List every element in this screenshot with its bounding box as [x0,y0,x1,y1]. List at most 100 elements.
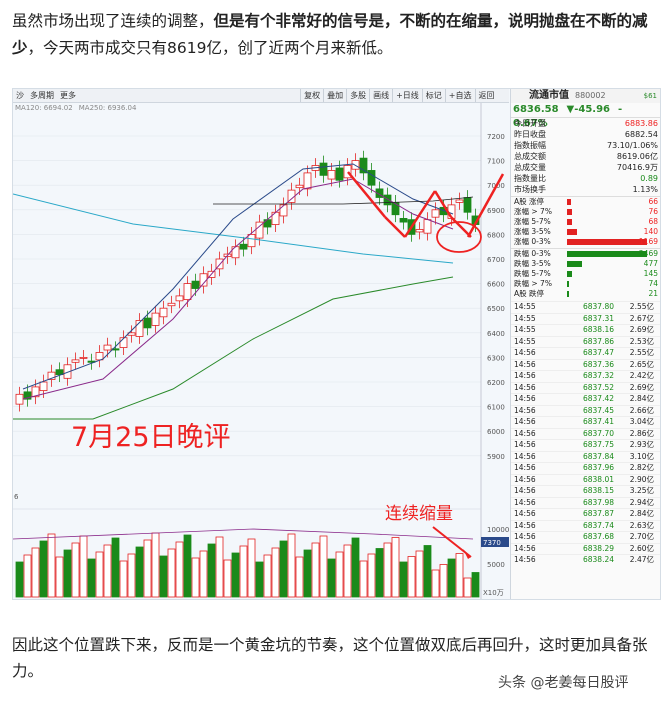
tick-time: 14:56 [514,509,536,518]
breadth-label: 涨幅 0-3% [514,237,551,246]
tick-price: 6837.36 [582,359,614,369]
trend-down-arrow-3 [450,216,472,238]
volume-bar [295,556,304,598]
volume-bar [447,558,456,598]
tick-row: 14:56 6837.74 2.63亿 [511,519,660,532]
breadth-row: 跌幅 3-5% 477 [511,259,660,269]
tick-amount: 2.53亿 [629,336,654,346]
breadth-bar [567,239,647,245]
tick-amount: 2.55亿 [629,302,654,311]
candle-body [463,197,472,213]
volume-bar [231,552,240,598]
candle-body [23,391,32,400]
volume-bar [79,535,88,598]
candle-body [455,199,464,203]
price-axis-label: 6100 [487,404,505,412]
volume-bar [335,551,344,598]
toolbar-overlay-button[interactable]: 叠加 [323,89,346,102]
tick-price: 6837.87 [582,509,614,518]
volume-bar [87,558,96,598]
toolbar-multi-button[interactable]: 多股 [346,89,369,102]
tick-time: 14:56 [514,532,536,541]
stat-value: 70416.9万 [616,163,658,172]
candle-body [431,209,440,218]
stat-value: 6882.54 [624,130,658,139]
tick-amount: 2.84亿 [629,509,654,518]
ma-purple-line [22,178,454,400]
candle-body [319,162,328,176]
candle-body [71,359,80,363]
stat-value: 1.13% [632,185,658,194]
toolbar-left-0[interactable]: 沙 [16,91,24,100]
tick-amount: 2.47亿 [629,555,654,564]
volume-bar [199,550,208,598]
volume-bar [455,553,464,598]
toolbar-daily-button[interactable]: +日线 [392,89,422,102]
candle-body [151,312,160,326]
intro-highlight: 但是有个非常好的信号是，不断的在缩量，说明抛盘在不断的减少 [12,12,648,57]
tick-price: 6837.68 [582,532,614,541]
tick-row: 14:55 6837.80 2.55亿 [511,301,660,313]
volume-bar [439,564,448,598]
breadth-row: 涨幅 5-7% 68 [511,217,660,227]
price-axis-label: 6000 [487,428,505,436]
breadth-bar [567,271,572,277]
volume-bar [319,535,328,598]
toolbar-left-1[interactable]: 多周期 [30,91,54,100]
volume-bar [287,533,296,598]
breadth-count: 76 [648,207,658,216]
volume-bar [39,540,48,598]
ma120-label: MA120: 6694.02 [15,104,73,112]
candle-body [167,302,176,307]
tick-row: 14:56 6838.01 2.90亿 [511,473,660,486]
stat-value: 6883.86 [624,119,658,128]
breadth-count: 74 [648,279,658,288]
ma-cyan-line [13,193,454,264]
tick-price: 6838.16 [582,325,614,334]
index-pct: -0.67% [513,104,623,129]
stat-label: 指数量比 [514,174,546,183]
stat-value: 73.10/1.06% [606,141,658,150]
breadth-row: 跌幅 > 7% 74 [511,279,660,289]
rebound-arrow [466,173,505,238]
breadth-bar [567,219,572,225]
tick-amount: 2.69亿 [629,382,654,392]
tick-row: 14:56 6837.42 2.84亿 [511,393,660,405]
volume-axis-label: 10000 [487,526,509,534]
tick-amount: 2.65亿 [629,359,654,369]
price-axis-label: 6800 [487,231,505,239]
tick-price: 6838.29 [582,543,614,553]
toolbar-left-2[interactable]: 更多 [60,91,76,100]
intro-paragraph: 虽然市场出现了连续的调整，但是有个非常好的信号是，不断的在缩量，说明抛盘在不断的… [12,12,648,57]
tick-list[interactable]: 14:55 6837.80 2.55亿 14:55 6837.31 2.67亿 14:55 6… [511,301,660,566]
candle-body [367,170,376,186]
tick-price: 6838.01 [582,474,614,484]
toolbar-fuquan-button[interactable]: 复权 [300,89,323,102]
tick-row: 14:56 6838.29 2.60亿 [511,542,660,555]
tick-time: 14:56 [514,417,536,426]
index-code: 880002 [575,91,606,100]
date-annotation: 7月25日晚评 [71,422,231,453]
toolbar-draw-button[interactable]: 画线 [369,89,392,102]
volume-bar [303,549,312,598]
toolbar-mark-button[interactable]: 标记 [421,89,445,102]
candle-body [175,295,184,302]
price-axis-label: 5900 [487,453,505,461]
candle-body [375,188,384,198]
stat-row: 今日开盘 6883.86 [511,118,660,129]
tick-price: 6837.86 [582,336,614,346]
volume-bar [359,560,368,598]
candle-body [303,172,312,190]
volume-bar [415,550,424,598]
volume-bar [255,561,264,598]
tick-time: 14:55 [514,313,536,323]
tick-time: 14:56 [514,474,536,484]
volume-ma-line [13,528,474,540]
tick-time: 14:56 [514,463,536,472]
tick-row: 14:55 6837.31 2.67亿 [511,312,660,325]
stat-value: 0.89 [640,174,658,183]
toolbar-watchlist-button[interactable]: +自选 [444,89,475,102]
toolbar-back-button[interactable]: 返回 [474,89,498,102]
volume-bar [143,539,152,598]
price-axis-label: 6500 [487,305,505,313]
